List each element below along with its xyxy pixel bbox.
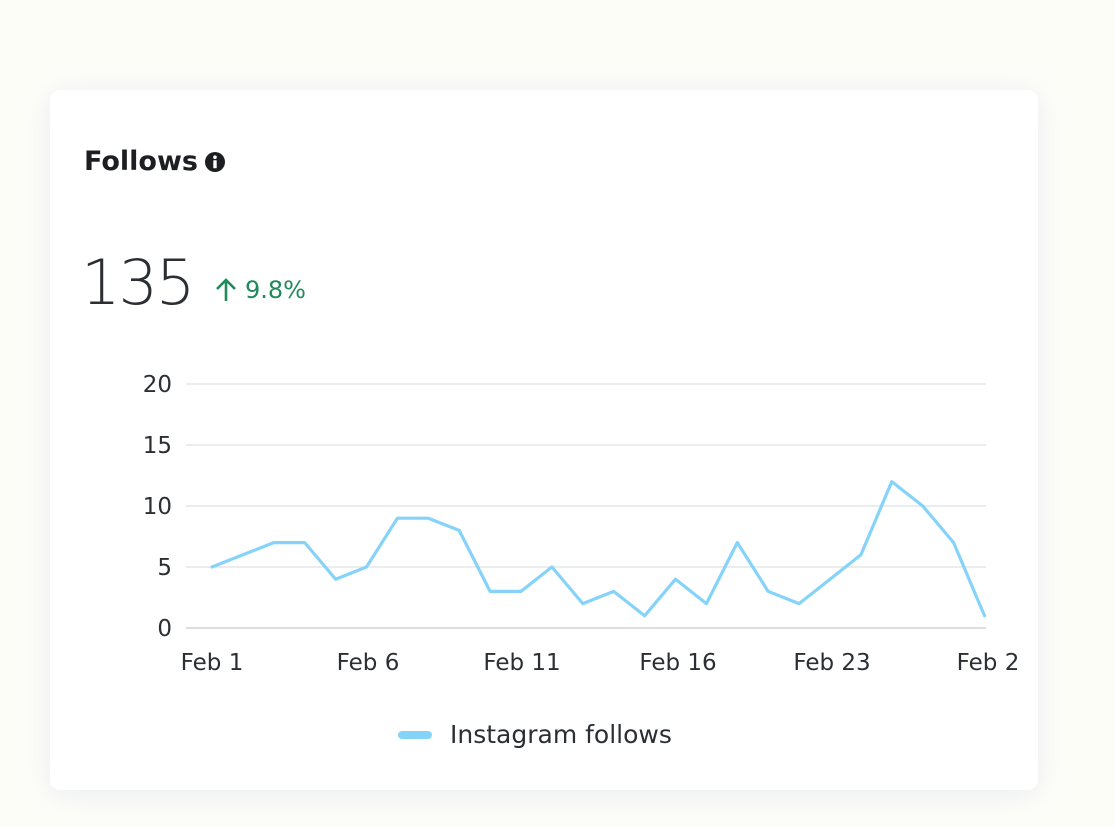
series-line-instagram-follows [210, 480, 987, 618]
card-title: Follows [84, 146, 198, 177]
y-tick-label: 5 [157, 555, 172, 581]
info-circle-icon[interactable] [204, 151, 225, 172]
y-tick-label: 20 [143, 372, 172, 398]
x-tick-label: Feb 1 [181, 650, 244, 676]
change-percent: 9.8% [245, 276, 306, 304]
chart-series [210, 480, 987, 618]
legend-swatch-instagram [398, 730, 432, 739]
y-tick-label: 10 [143, 494, 172, 520]
change-indicator: 9.8% [215, 276, 306, 304]
arrow-up-icon [216, 278, 236, 301]
legend-label-instagram[interactable]: Instagram follows [450, 720, 672, 749]
y-tick-label: 0 [157, 616, 172, 642]
x-tick-label: Feb 11 [483, 650, 560, 676]
card-header: Follows [84, 146, 225, 177]
chart-gridlines [186, 383, 986, 629]
x-tick-label: Feb 16 [639, 650, 716, 676]
follows-card: Follows 135 9.8% 0 5 10 15 20 Feb 1 Feb 6 Feb … [50, 90, 1038, 790]
y-tick-label: 15 [143, 433, 172, 459]
y-axis-ticks: 0 5 10 15 20 [143, 372, 172, 642]
x-tick-label: Feb 23 [793, 650, 870, 676]
x-tick-label: Feb 6 [337, 650, 400, 676]
total-follows-value: 135 [81, 246, 195, 319]
x-axis-ticks: Feb 1 Feb 6 Feb 11 Feb 16 Feb 23 Feb 2 [181, 650, 1020, 676]
x-tick-label: Feb 2 [957, 650, 1020, 676]
chart-legend: Instagram follows [398, 720, 672, 749]
